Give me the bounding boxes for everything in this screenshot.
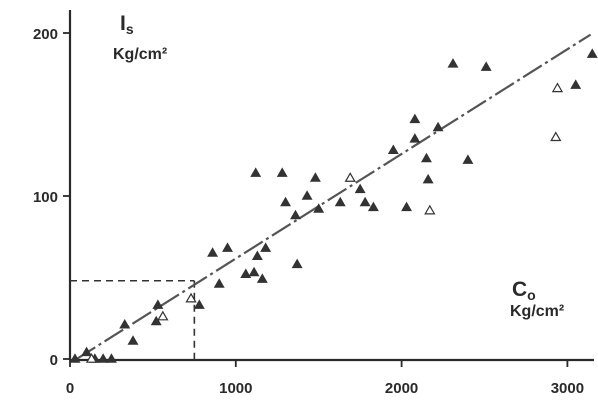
data-point-open (185, 292, 197, 303)
data-point-filled (127, 335, 139, 345)
data-point-filled (334, 196, 346, 207)
y-axis-title: Is Kg/cm² (113, 12, 167, 63)
data-point-open (344, 172, 356, 182)
data-point-open (551, 82, 564, 93)
data-point-filled (313, 203, 325, 213)
data-point-filled (387, 144, 399, 155)
data-point-filled (152, 299, 164, 309)
x-axis-subscript: o (527, 287, 536, 303)
data-point-filled (256, 273, 268, 283)
x-tick-label: 2000 (385, 380, 418, 397)
data-point-filled (422, 173, 434, 184)
data-point-filled (193, 299, 205, 309)
data-point-open (157, 310, 169, 321)
data-point-open (424, 204, 436, 215)
data-point-filled (309, 172, 321, 182)
data-point-filled (276, 167, 288, 177)
y-axis-symbol: I (120, 12, 126, 35)
data-point-filled (447, 58, 459, 68)
data-point-filled (69, 353, 81, 363)
svg-text:Co: Co (512, 278, 536, 303)
data-point-filled (367, 201, 379, 212)
data-point-filled (81, 346, 93, 357)
data-point-filled (250, 167, 262, 177)
x-axis-unit: Kg/cm² (510, 303, 564, 320)
x-tick-label: 0 (66, 380, 74, 397)
fit-line (76, 33, 592, 360)
x-axis-title: Co Kg/cm² (510, 278, 564, 320)
data-point-filled (207, 247, 219, 257)
y-tick-label: 200 (33, 26, 58, 43)
y-tick-label: 0 (50, 352, 58, 369)
data-point-filled (359, 196, 371, 207)
data-point-filled (240, 268, 252, 278)
data-point-filled (354, 183, 366, 194)
data-point-filled (251, 250, 263, 261)
data-point-open (550, 131, 562, 142)
x-tick-label: 3000 (551, 380, 584, 397)
data-point-filled (570, 79, 582, 89)
data-point-filled (248, 266, 260, 277)
data-point-filled (421, 152, 432, 163)
data-point-filled (401, 201, 413, 212)
data-point-filled (222, 242, 233, 252)
y-axis-subscript: s (126, 21, 134, 37)
data-point-filled (290, 209, 301, 220)
x-axis-symbol: C (512, 278, 527, 301)
svg-text:Is: Is (120, 12, 134, 37)
data-point-filled (119, 318, 131, 329)
data-point-filled (291, 258, 303, 269)
data-point-filled (105, 353, 117, 363)
data-point-filled (213, 278, 225, 288)
data-point-open (85, 352, 98, 363)
data-point-filled (409, 133, 421, 143)
data-point-filled (260, 242, 272, 252)
data-point-filled (301, 190, 313, 200)
data-point-filled (480, 61, 492, 71)
data-point-filled (462, 154, 474, 164)
x-tick-label: 1000 (219, 380, 252, 397)
data-point-filled (409, 113, 421, 124)
data-point-filled (432, 121, 444, 132)
y-axis-unit: Kg/cm² (113, 46, 167, 63)
data-point-filled (280, 196, 292, 207)
data-point-filled (586, 48, 598, 58)
plot-area: 0 1000 2000 3000 0 100 200 (33, 10, 598, 397)
y-tick-label: 100 (33, 189, 58, 206)
data-point-filled (97, 353, 109, 363)
data-point-filled (150, 315, 162, 326)
